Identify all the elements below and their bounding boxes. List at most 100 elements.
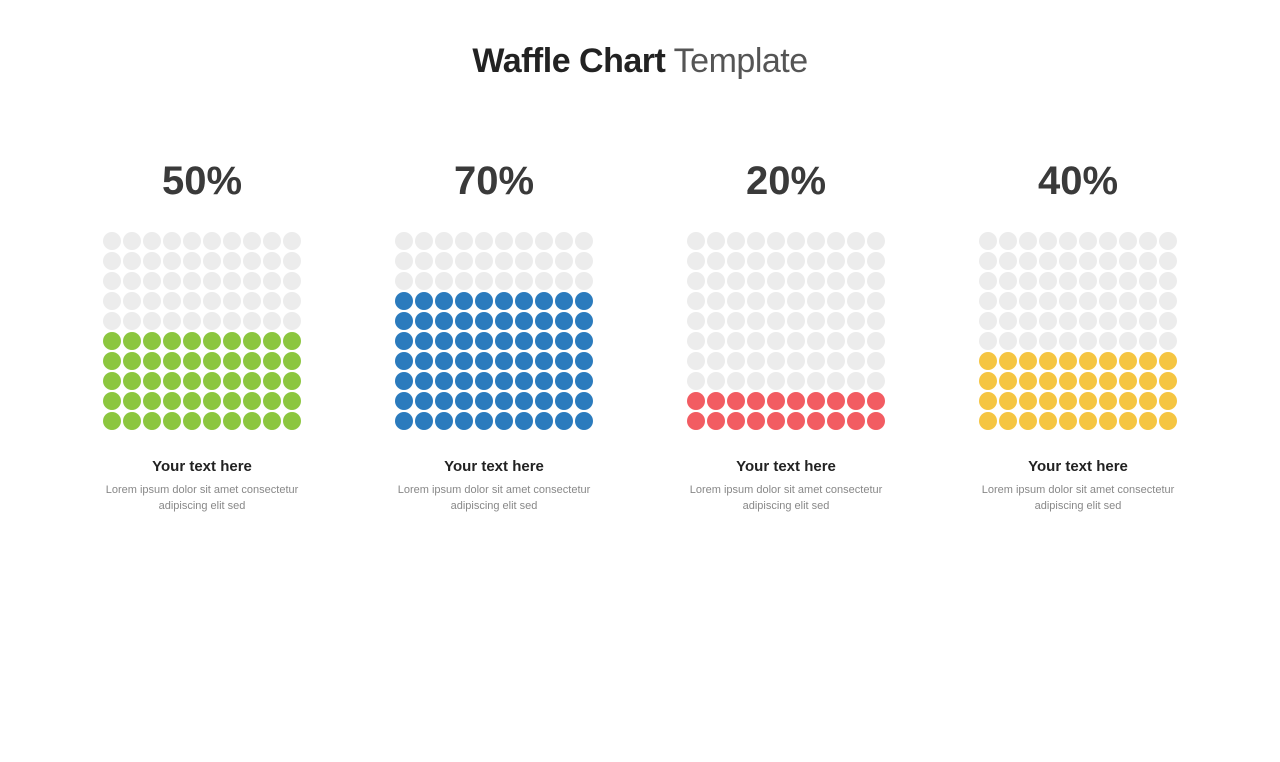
waffle-dot (687, 252, 705, 270)
waffle-dot (415, 272, 433, 290)
waffle-dot (103, 392, 121, 410)
waffle-dot (495, 392, 513, 410)
waffle-dot (535, 272, 553, 290)
waffle-dot (1139, 272, 1157, 290)
waffle-dot (979, 312, 997, 330)
waffle-dot (747, 332, 765, 350)
waffle-dot (867, 232, 885, 250)
waffle-dot (1119, 352, 1137, 370)
waffle-dot (123, 272, 141, 290)
waffle-dot (143, 352, 161, 370)
waffle-dot (1139, 372, 1157, 390)
waffle-dot (495, 292, 513, 310)
waffle-dot (827, 252, 845, 270)
waffle-dot (979, 332, 997, 350)
waffle-dot (1119, 252, 1137, 270)
waffle-dot (283, 312, 301, 330)
waffle-dot (263, 332, 281, 350)
waffle-dot (807, 412, 825, 430)
waffle-dot (103, 272, 121, 290)
waffle-dot (807, 332, 825, 350)
waffle-dot (1099, 372, 1117, 390)
waffle-dot (767, 332, 785, 350)
waffle-dot (243, 272, 261, 290)
waffle-dot (455, 412, 473, 430)
waffle-dot (827, 412, 845, 430)
waffle-dot (807, 392, 825, 410)
waffle-dot (727, 272, 745, 290)
waffle-dot (575, 372, 593, 390)
waffle-dot (163, 332, 181, 350)
waffle-dot (787, 272, 805, 290)
waffle-dot (455, 312, 473, 330)
waffle-dot (1019, 352, 1037, 370)
waffle-dot (747, 232, 765, 250)
waffle-dot (455, 272, 473, 290)
waffle-dot (575, 232, 593, 250)
waffle-dot (555, 292, 573, 310)
waffle-dot (555, 332, 573, 350)
waffle-dot (535, 392, 553, 410)
waffle-dot (1139, 412, 1157, 430)
waffle-dot (787, 352, 805, 370)
waffle-dot (535, 372, 553, 390)
waffle-dot (243, 312, 261, 330)
waffle-dot (867, 412, 885, 430)
waffle-dot (1119, 372, 1137, 390)
waffle-dot (727, 252, 745, 270)
waffle-block-1: 70% Your text here Lorem ipsum dolor sit… (384, 159, 604, 515)
waffle-dot (1099, 272, 1117, 290)
waffle-dot (123, 292, 141, 310)
waffle-dot (415, 312, 433, 330)
waffle-dot (787, 252, 805, 270)
waffle-dot (515, 412, 533, 430)
waffle-dot (1119, 272, 1137, 290)
page-title-bold: Waffle Chart (472, 42, 665, 80)
waffle-dot (1119, 292, 1137, 310)
waffle-dot (455, 232, 473, 250)
waffle-dot (203, 252, 221, 270)
waffle-dot (1039, 352, 1057, 370)
waffle-dot (243, 352, 261, 370)
waffle-dot (807, 352, 825, 370)
waffle-dot (495, 352, 513, 370)
waffle-dot (867, 292, 885, 310)
waffle-dot (475, 292, 493, 310)
waffle-dot (435, 272, 453, 290)
waffle-dot (263, 252, 281, 270)
waffle-dot (999, 332, 1017, 350)
waffle-dot (415, 292, 433, 310)
waffle-dot (203, 372, 221, 390)
waffle-dot (1159, 392, 1177, 410)
waffle-dot (747, 272, 765, 290)
waffle-percent-label: 20% (746, 159, 826, 204)
waffle-dot (575, 292, 593, 310)
waffle-dot (575, 352, 593, 370)
waffle-dot (455, 372, 473, 390)
waffle-dot (495, 412, 513, 430)
waffle-dot (223, 312, 241, 330)
waffle-dot (1079, 312, 1097, 330)
waffle-dot (747, 352, 765, 370)
waffle-dot (727, 312, 745, 330)
waffle-dot (1059, 232, 1077, 250)
waffle-dot (1119, 312, 1137, 330)
waffle-dot (767, 272, 785, 290)
waffle-dot (999, 312, 1017, 330)
waffle-dot (183, 352, 201, 370)
waffle-dot (1079, 292, 1097, 310)
waffle-dot (263, 412, 281, 430)
waffle-dot (263, 272, 281, 290)
waffle-dot (515, 352, 533, 370)
waffle-dot (747, 392, 765, 410)
waffle-caption-desc: Lorem ipsum dolor sit amet consectetur a… (686, 483, 886, 515)
waffle-dot (163, 312, 181, 330)
waffle-dot (847, 232, 865, 250)
waffle-dot (1159, 332, 1177, 350)
waffle-dot (979, 252, 997, 270)
waffle-dot (807, 372, 825, 390)
waffle-dot (103, 292, 121, 310)
waffle-dot (1059, 352, 1077, 370)
waffle-dot (455, 292, 473, 310)
waffle-dot (243, 372, 261, 390)
